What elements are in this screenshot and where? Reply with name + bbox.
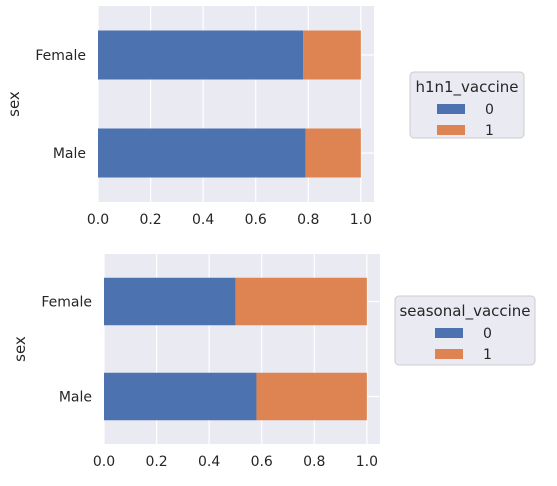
- chart-2: 0.0 0.2 0.4 0.6 0.8 1.0 Female Male sex seasonal_…: [11, 254, 536, 470]
- legend-title: seasonal_vaccine: [399, 302, 530, 321]
- x-tick-label: 1.0: [356, 454, 378, 470]
- y-category-label: Male: [53, 146, 86, 162]
- legend: seasonal_vaccine 0 1: [394, 295, 536, 366]
- x-tick-label: 0.8: [303, 454, 325, 470]
- legend-entry-0: 0: [483, 326, 492, 342]
- bar-female-series-0: [104, 277, 236, 326]
- x-tick-label: 1.0: [350, 212, 372, 228]
- x-tick-label: 0.0: [93, 454, 115, 470]
- legend-box: [394, 295, 536, 366]
- legend-entry-0: 0: [485, 102, 494, 118]
- bar-female-series-0: [98, 30, 304, 80]
- x-tick-label: 0.6: [245, 212, 267, 228]
- legend-swatch-0: [435, 328, 463, 338]
- x-tick-label: 0.8: [297, 212, 319, 228]
- bar-male-series-0: [104, 372, 257, 421]
- legend-box: [409, 71, 525, 139]
- legend: h1n1_vaccine 0 1: [409, 71, 525, 139]
- chart-1: 0.0 0.2 0.4 0.6 0.8 1.0 Female Male sex h1n1_vacc…: [5, 6, 525, 228]
- bar-male-series-1: [305, 128, 361, 178]
- legend-swatch-1: [437, 125, 465, 135]
- y-category-label: Female: [41, 295, 92, 311]
- y-category-label: Male: [59, 390, 92, 406]
- y-category-label: Female: [35, 48, 86, 64]
- x-tick-label: 0.4: [198, 454, 220, 470]
- legend-swatch-0: [437, 104, 465, 114]
- bar-female-series-1: [235, 277, 367, 326]
- bar-male-series-0: [98, 128, 306, 178]
- bar-female-series-1: [303, 30, 361, 80]
- x-tick-label: 0.0: [87, 212, 109, 228]
- legend-swatch-1: [435, 349, 463, 359]
- bar-male-series-1: [256, 372, 367, 421]
- legend-title: h1n1_vaccine: [415, 78, 518, 97]
- x-tick-label: 0.2: [139, 212, 161, 228]
- legend-entry-1: 1: [485, 123, 494, 139]
- x-tick-label: 0.2: [145, 454, 167, 470]
- y-axis-label: sex: [5, 91, 23, 117]
- legend-entry-1: 1: [483, 347, 492, 363]
- y-axis-label: sex: [11, 336, 29, 362]
- x-tick-label: 0.4: [192, 212, 214, 228]
- x-tick-label: 0.6: [251, 454, 273, 470]
